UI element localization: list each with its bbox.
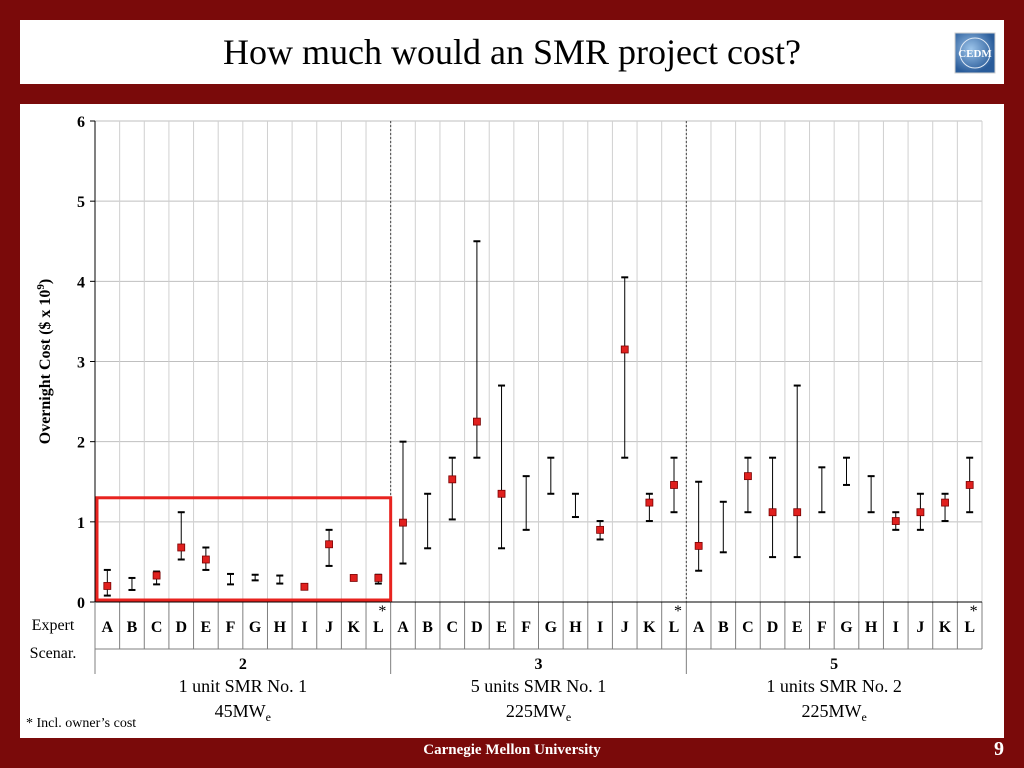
row-label-expert: Expert [32, 617, 75, 634]
ytick-label: 1 [77, 515, 85, 532]
group-name: 1 unit SMR No. 1 [179, 676, 308, 696]
expert-label: B [718, 619, 729, 636]
median-marker [645, 498, 654, 507]
median-marker [497, 489, 506, 498]
ytick-label: 4 [77, 274, 85, 291]
expert-label: J [621, 619, 629, 636]
expert-label: C [742, 619, 754, 636]
title-bar: How much would an SMR project cost? CEDM [20, 20, 1004, 84]
median-marker [891, 517, 900, 525]
expert-label: L [373, 619, 384, 636]
expert-label: F [226, 619, 236, 636]
median-marker [300, 582, 309, 591]
expert-label: D [471, 619, 483, 636]
expert-label: B [127, 619, 138, 636]
median-marker [374, 574, 383, 582]
footer-university: Carnegie Mellon University [423, 742, 601, 758]
expert-label: K [643, 619, 656, 636]
page-number: 9 [994, 738, 1004, 760]
group-name: 1 units SMR No. 2 [766, 676, 902, 696]
expert-label: G [249, 619, 262, 636]
group-capacity: 45MWe [215, 701, 271, 724]
median-marker [744, 472, 752, 481]
expert-label: E [792, 619, 803, 636]
expert-label: J [916, 619, 924, 636]
expert-label: C [151, 619, 163, 636]
median-marker [448, 475, 457, 484]
expert-label: I [301, 619, 307, 636]
median-marker [941, 498, 949, 507]
expert-label: J [325, 619, 333, 636]
owner-cost-asterisk: * [378, 603, 386, 620]
median-marker [325, 540, 333, 549]
highlight-box [95, 496, 393, 602]
expert-label: B [422, 619, 433, 636]
median-marker [596, 525, 604, 534]
expert-label: H [274, 619, 287, 636]
expert-label: F [817, 619, 827, 636]
expert-label: C [446, 619, 458, 636]
expert-label: E [496, 619, 507, 636]
median-marker [177, 543, 186, 552]
expert-label: L [964, 619, 975, 636]
median-marker [201, 555, 210, 564]
median-marker [152, 571, 161, 580]
median-marker [694, 541, 703, 550]
y-axis-label: Overnight Cost ($ x 109) [35, 279, 54, 444]
scenario-label: 5 [830, 656, 838, 673]
owner-cost-asterisk: * [970, 603, 978, 620]
expert-label: E [201, 619, 212, 636]
cedm-logo-icon: CEDM [954, 32, 996, 74]
median-marker [473, 417, 481, 426]
owner-cost-asterisk: * [674, 603, 682, 620]
expert-label: F [521, 619, 531, 636]
expert-label: H [865, 619, 878, 636]
group-capacity: 225MWe [506, 701, 571, 724]
ytick-label: 0 [77, 595, 85, 612]
logo-text: CEDM [958, 48, 992, 60]
expert-label: G [840, 619, 853, 636]
footnote: * Incl. owner’s cost [26, 716, 136, 731]
median-marker [793, 508, 802, 517]
slide-title: How much would an SMR project cost? [223, 32, 801, 72]
group-name: 5 units SMR No. 1 [471, 676, 607, 696]
expert-label: A [102, 619, 114, 636]
expert-label: L [669, 619, 680, 636]
expert-label: A [397, 619, 409, 636]
expert-label: I [893, 619, 899, 636]
ytick-label: 6 [77, 114, 85, 131]
ytick-label: 3 [77, 355, 85, 372]
median-marker [916, 508, 925, 517]
ytick-label: 2 [77, 435, 85, 452]
scenario-label: 3 [535, 656, 543, 673]
expert-label: G [545, 619, 558, 636]
group-capacity: 225MWe [802, 701, 867, 724]
expert-label: K [939, 619, 952, 636]
scenario-label: 2 [239, 656, 247, 673]
row-label-scenario: Scenar. [30, 645, 77, 662]
expert-label: I [597, 619, 603, 636]
median-marker [965, 481, 974, 489]
expert-label: H [569, 619, 582, 636]
median-marker [768, 508, 777, 517]
median-marker [103, 582, 112, 590]
median-marker [620, 345, 629, 354]
expert-label: D [767, 619, 779, 636]
ytick-label: 5 [77, 194, 85, 211]
median-marker [349, 574, 358, 582]
expert-label: K [347, 619, 360, 636]
median-marker [399, 518, 407, 527]
expert-label: A [693, 619, 705, 636]
expert-label: D [175, 619, 187, 636]
median-marker [670, 481, 678, 489]
